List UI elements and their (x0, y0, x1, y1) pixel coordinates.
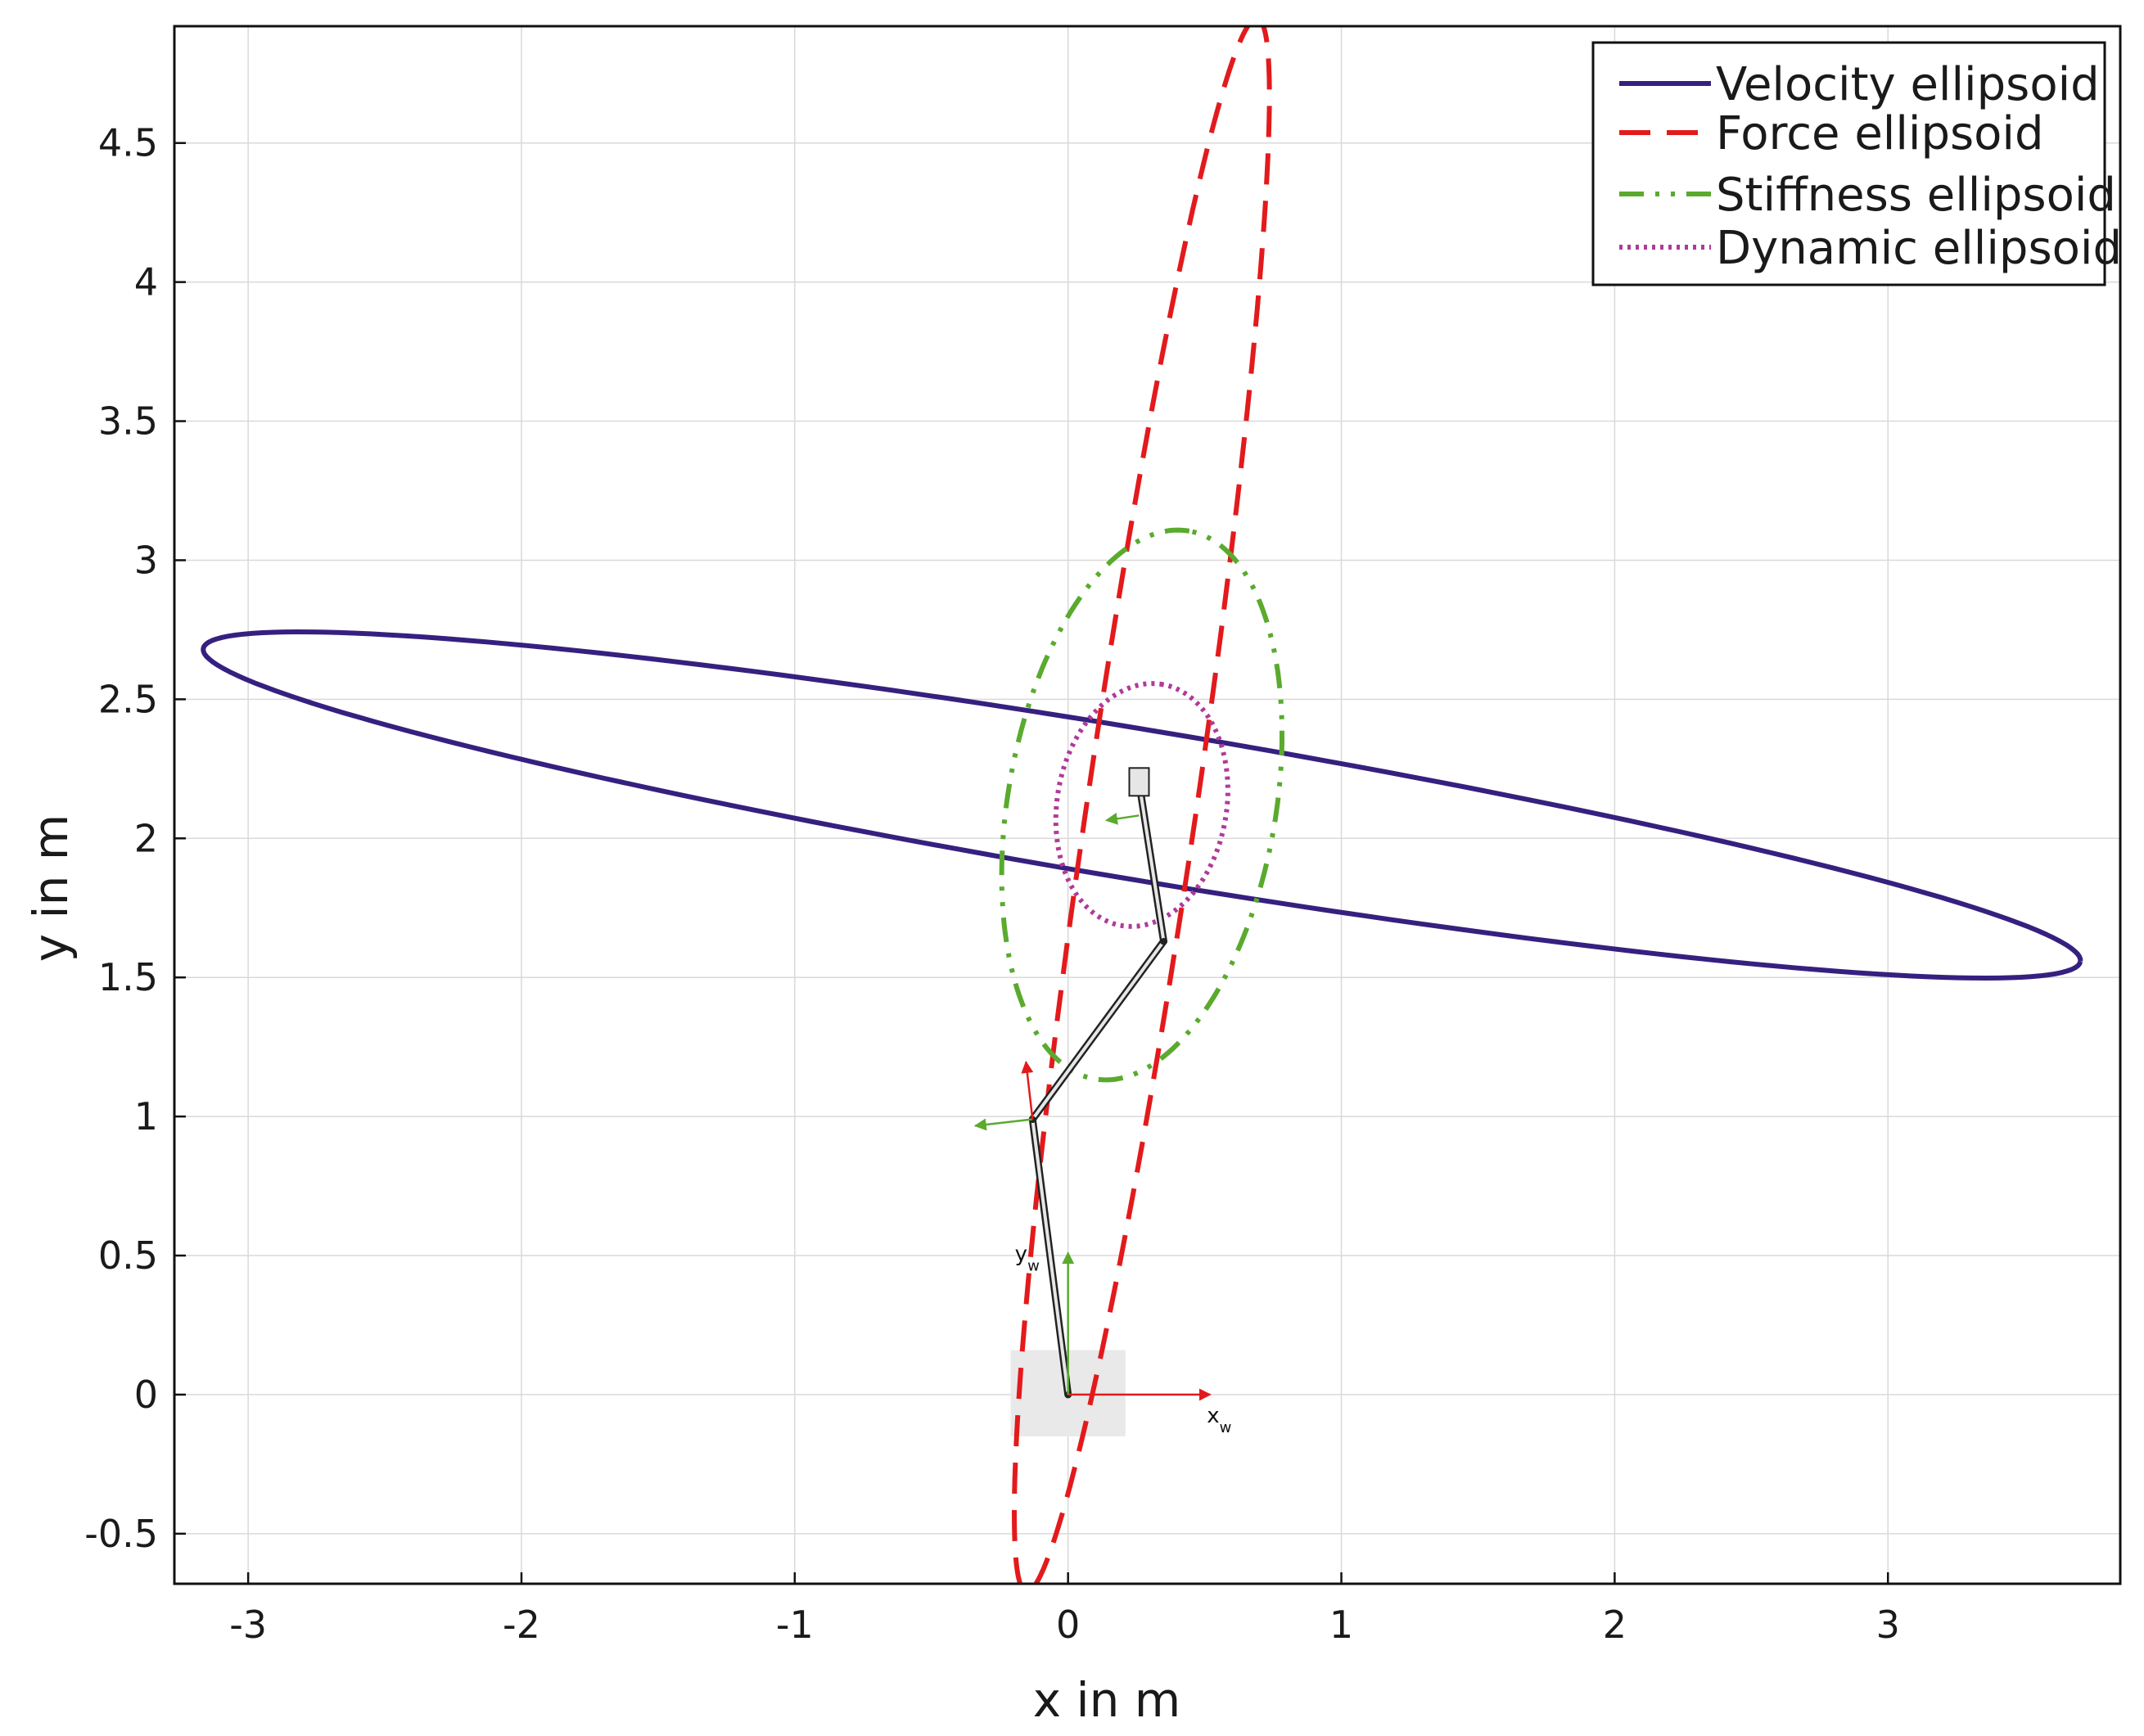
legend-label: Force ellipsoid (1716, 107, 2044, 160)
joint1-y-arrow (973, 1118, 1033, 1131)
y-tick-label: 0.5 (98, 1233, 158, 1278)
y-axis-title: y in m (23, 814, 79, 963)
y-tick-label: 2 (134, 816, 158, 860)
x-tick-label: 0 (1056, 1603, 1080, 1647)
plot-frame (173, 25, 2122, 1585)
joint1-x-arrow (1021, 1061, 1034, 1120)
y-tick-label: 1.5 (98, 955, 158, 999)
x-tick-label: 1 (1329, 1603, 1353, 1647)
robot-link (1031, 1117, 1070, 1396)
plot-area: xw yw (201, 26, 2083, 1584)
y_axis-label: yw (1015, 1242, 1040, 1275)
y-tick-label: 3.5 (98, 399, 158, 444)
x-tick-label: -2 (503, 1603, 540, 1647)
x-tick-label: 2 (1603, 1603, 1627, 1647)
y-tick-label: 2.5 (98, 677, 158, 721)
ee-y-arrow (1105, 812, 1140, 825)
x-axis-title: x in m (1033, 1672, 1181, 1728)
tick-labels: -3 -2 -1 0 1 2 3 -0.5 0 0.5 1 1.5 2 2.5 3 3.5 4 4.5 (84, 121, 1900, 1647)
y-tick-label: 4.5 (98, 121, 158, 165)
series-velocity-ellipsoid (201, 629, 2083, 981)
y-tick-label: 0 (134, 1373, 158, 1417)
legend-label: Velocity ellipsoid (1716, 58, 2100, 111)
x-tick-label: 3 (1876, 1603, 1900, 1647)
y-tick-label: 3 (134, 538, 158, 582)
x-tick-label: -1 (776, 1603, 814, 1647)
robot-joint (1160, 938, 1167, 945)
y-tick-label: -0.5 (84, 1512, 158, 1556)
series-force-ellipsoid (1012, 26, 1272, 1584)
x-tick-label: -3 (229, 1603, 267, 1647)
y-tick-label: 4 (134, 260, 158, 304)
y-tick-label: 1 (134, 1094, 158, 1139)
robot-link (1137, 781, 1166, 944)
legend-label: Dynamic ellipsoid (1716, 222, 2122, 275)
series-dynamic-ellipsoid (1053, 681, 1230, 929)
x_axis-label: xw (1207, 1404, 1231, 1436)
legend-label: Stiffness ellipsoid (1716, 169, 2116, 222)
end-effector (1128, 767, 1150, 797)
robot-link (1031, 940, 1166, 1121)
